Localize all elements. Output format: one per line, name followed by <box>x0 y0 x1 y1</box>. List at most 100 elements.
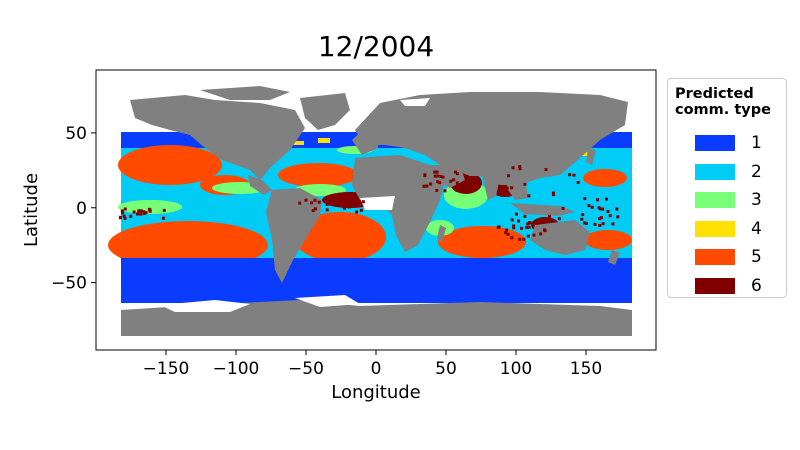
nodata-weddell <box>295 295 360 307</box>
x-tick-label: −50 <box>288 359 324 379</box>
type6-dot <box>518 237 522 241</box>
region-type5-wpacific <box>583 169 627 187</box>
type6-dot <box>313 198 317 202</box>
type6-dot <box>548 214 551 218</box>
nodata-arctic <box>400 98 430 106</box>
type6-dot <box>590 205 594 209</box>
type6-dot <box>313 207 317 211</box>
region-type4-b <box>318 138 330 143</box>
type6-dot <box>433 174 437 178</box>
region-type5-spacific <box>108 221 268 269</box>
region-type4-c <box>581 152 591 156</box>
nodata-antarctic-pacific <box>160 300 250 312</box>
type6-dot <box>162 216 165 220</box>
region-type5-indian <box>438 226 526 258</box>
type6-dot <box>541 217 545 221</box>
type6-dot <box>423 174 427 178</box>
type6-scatter-layer <box>118 165 620 241</box>
land-indonesia <box>510 203 575 216</box>
type6-dot <box>449 179 453 183</box>
x-tick-label: −150 <box>143 359 190 379</box>
region-type5-satlantic <box>294 212 386 262</box>
type6-dot <box>507 174 510 178</box>
type6-dot <box>343 206 346 210</box>
type6-dot <box>511 166 515 170</box>
type6-dot <box>132 210 136 214</box>
type6-dot <box>587 204 591 208</box>
type6-dot <box>593 222 597 226</box>
type6-dot <box>525 225 528 229</box>
type6-dot <box>298 201 302 205</box>
type6-dot <box>520 226 524 230</box>
type6-dot <box>616 215 620 219</box>
type6-dot <box>333 195 337 199</box>
type6-dot <box>523 182 527 186</box>
type6-dot <box>597 206 601 210</box>
type6-dot <box>139 209 143 213</box>
land-canadian-arctic <box>200 86 290 100</box>
type6-dot <box>454 170 457 174</box>
type6-dot <box>544 168 548 172</box>
type6-dot <box>122 214 126 218</box>
type6-dot <box>136 212 139 216</box>
land-india <box>482 175 500 200</box>
type6-dot <box>552 193 555 197</box>
type6-dot <box>581 213 585 216</box>
legend-label: 1 <box>751 133 762 153</box>
land-antarctica <box>121 300 632 336</box>
type6-dot <box>137 209 141 213</box>
region-type1-southern <box>121 258 632 303</box>
type6-dot <box>608 214 612 218</box>
type6-dot <box>561 206 565 210</box>
type6-dot <box>120 209 124 213</box>
type6-dot <box>325 208 329 212</box>
legend-swatch <box>695 192 735 208</box>
x-tick-label: 0 <box>371 359 382 379</box>
legend-label: 4 <box>751 218 762 239</box>
type6-dot <box>143 211 146 215</box>
land-uk <box>358 132 368 146</box>
type6-dot <box>583 221 587 225</box>
type6-dot <box>425 184 429 188</box>
x-tick-label: 50 <box>435 359 457 379</box>
type6-dot <box>327 198 331 202</box>
type6-dot <box>517 219 520 223</box>
y-tick-label: 50 <box>65 124 87 144</box>
legend-swatch <box>695 249 735 265</box>
type6-dot <box>506 232 510 236</box>
type6-dot <box>505 228 508 232</box>
type6-dot <box>510 186 514 190</box>
land-south-america <box>266 188 322 283</box>
type6-dot <box>598 224 602 227</box>
y-tick-label: 0 <box>76 199 87 219</box>
type6-dot <box>355 210 359 214</box>
land-north-america <box>130 95 305 180</box>
type6-dot <box>436 180 440 184</box>
region-type5-npacific <box>118 145 222 185</box>
legend-item: 1 <box>695 132 785 154</box>
type6-dot <box>438 181 442 185</box>
legend: Predicted comm. type 1 2 3 4 5 6 <box>667 78 787 298</box>
type6-dot <box>539 232 543 236</box>
type6-dot <box>505 186 509 190</box>
type6-dot <box>601 222 605 226</box>
type6-dot <box>359 208 363 212</box>
type6-dot <box>515 212 518 216</box>
type6-dot <box>443 189 447 193</box>
region-type5-natlantic <box>278 163 358 187</box>
no-data-layer <box>160 98 430 312</box>
type6-dot <box>512 224 516 228</box>
type6-dot <box>439 175 443 178</box>
legend-item: 5 <box>695 246 785 268</box>
type6-dot <box>510 218 514 222</box>
legend-swatch <box>695 220 735 237</box>
type6-dot <box>326 202 330 205</box>
type6-dot <box>596 198 600 202</box>
type6-dot <box>121 211 124 215</box>
x-axis-ticks: −150 −100 −50 0 50 100 150 <box>143 350 602 379</box>
type6-dot <box>536 221 540 225</box>
type6-dot <box>436 174 440 178</box>
legend-item: 4 <box>695 218 785 240</box>
type6-dot <box>599 216 603 220</box>
